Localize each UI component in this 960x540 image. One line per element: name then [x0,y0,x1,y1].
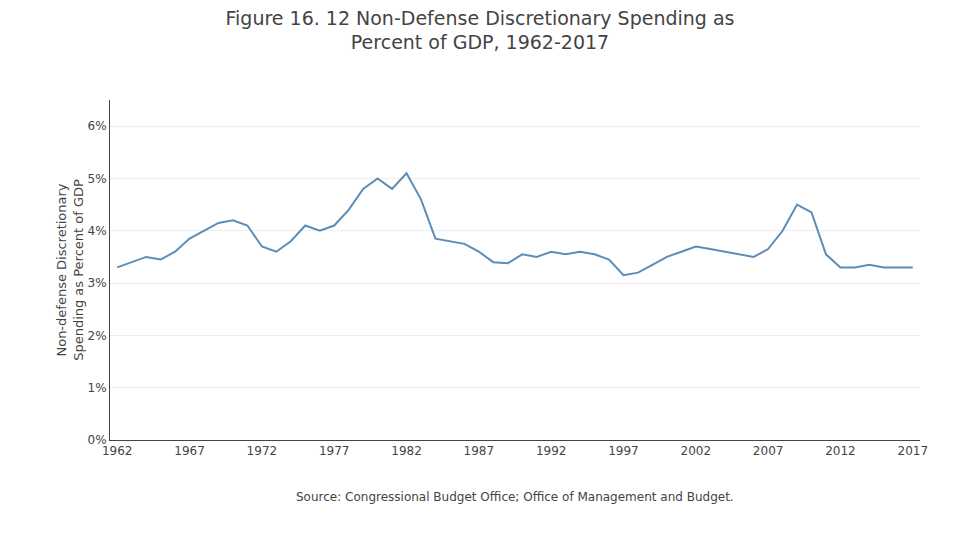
svg-text:Non-defense DiscretionarySpend: Non-defense DiscretionarySpending as Per… [54,179,86,361]
svg-text:0%: 0% [88,433,107,447]
svg-text:3%: 3% [88,276,107,290]
svg-text:1992: 1992 [536,444,567,458]
svg-text:Source: Congressional Budget O: Source: Congressional Budget Office; Off… [296,490,734,504]
svg-text:2017: 2017 [897,444,928,458]
svg-text:4%: 4% [88,224,107,238]
svg-text:2002: 2002 [681,444,712,458]
svg-text:5%: 5% [88,172,107,186]
svg-text:2007: 2007 [753,444,784,458]
svg-text:1967: 1967 [174,444,205,458]
svg-text:1972: 1972 [247,444,278,458]
svg-text:1%: 1% [88,381,107,395]
svg-text:1982: 1982 [391,444,422,458]
svg-text:2%: 2% [88,329,107,343]
svg-text:Figure 16. 12 Non-Defense Disc: Figure 16. 12 Non-Defense Discretionary … [226,7,735,54]
svg-text:6%: 6% [88,119,107,133]
svg-text:1962: 1962 [102,444,133,458]
svg-text:1987: 1987 [464,444,495,458]
svg-text:2012: 2012 [825,444,856,458]
svg-text:1997: 1997 [608,444,639,458]
svg-text:1977: 1977 [319,444,350,458]
